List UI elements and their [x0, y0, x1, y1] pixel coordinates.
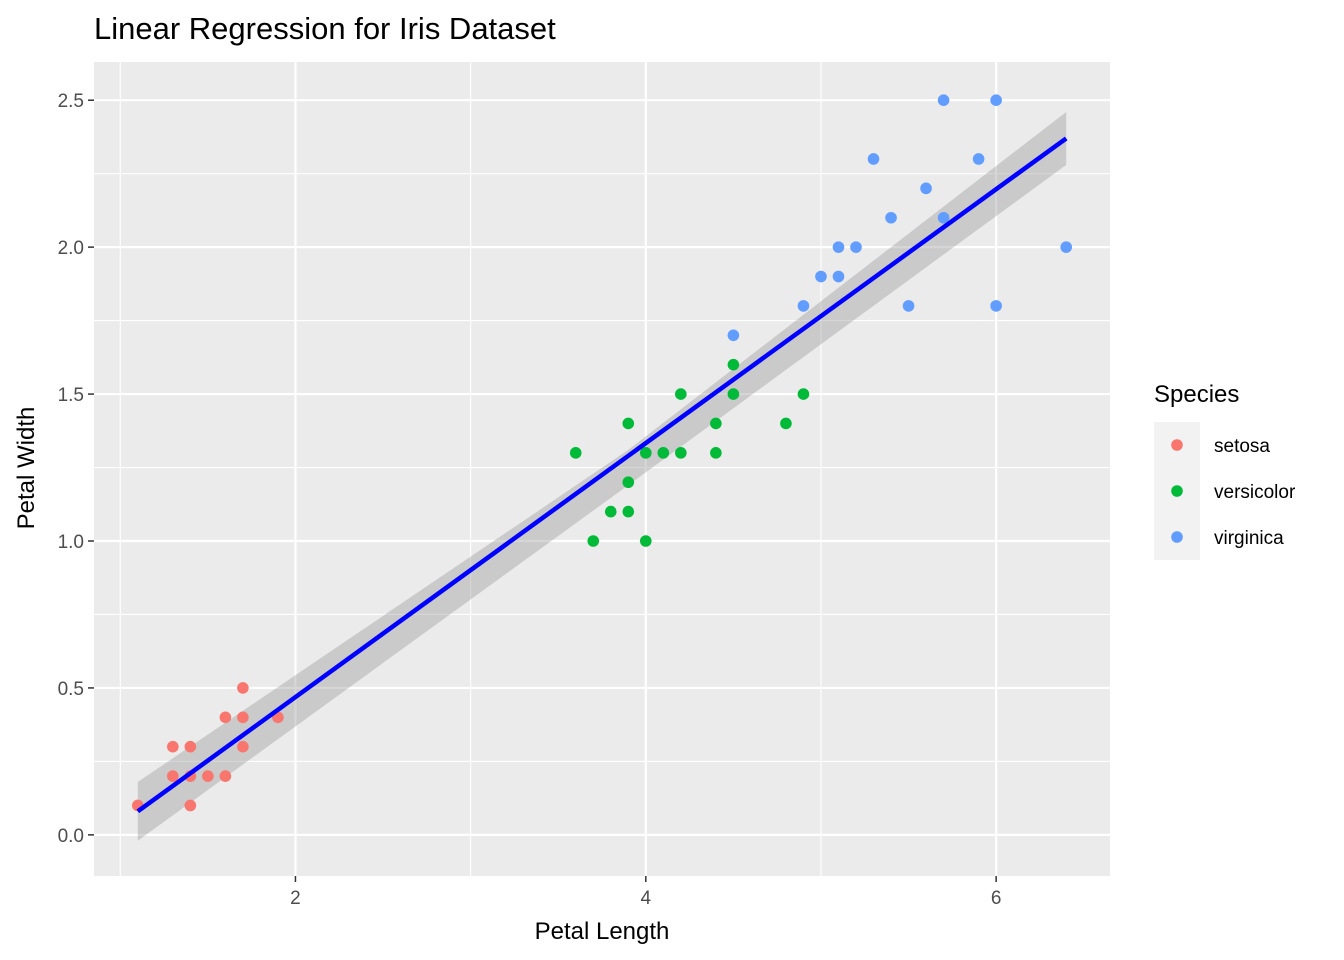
legend-label-versicolor: versicolor: [1214, 482, 1296, 503]
point-virginica: [797, 300, 810, 312]
minor-gridlines: [94, 62, 1110, 876]
point-virginica: [920, 182, 932, 195]
legend-label-virginica: virginica: [1214, 528, 1284, 549]
point-versicolor: [780, 417, 792, 430]
y-tick-label: 2.0: [58, 238, 84, 259]
point-setosa: [202, 770, 214, 782]
point-virginica: [937, 211, 950, 224]
point-setosa: [219, 770, 232, 782]
legend-label-setosa: setosa: [1214, 436, 1270, 457]
legend-key-setosa: [1171, 439, 1183, 451]
chart-title: Linear Regression for Iris Dataset: [94, 11, 556, 46]
y-tick-label: 1.5: [58, 385, 84, 406]
point-versicolor: [569, 447, 582, 459]
legend-title: Species: [1154, 381, 1239, 408]
point-versicolor: [622, 505, 635, 518]
point-virginica: [867, 153, 880, 165]
point-versicolor: [657, 447, 670, 459]
point-virginica: [972, 153, 985, 165]
point-versicolor: [622, 417, 635, 430]
x-axis-title: Petal Length: [535, 918, 670, 945]
point-versicolor: [797, 388, 810, 400]
x-axis-ticks: 2 4 6: [290, 876, 1001, 909]
point-virginica: [885, 211, 897, 224]
data-points: [131, 94, 1073, 812]
point-virginica: [850, 241, 862, 253]
point-versicolor: [604, 505, 617, 518]
point-setosa: [237, 740, 249, 753]
point-setosa: [219, 711, 232, 724]
point-versicolor: [587, 535, 600, 547]
x-tick-label: 4: [641, 888, 652, 909]
legend-key-virginica: [1171, 531, 1183, 543]
point-virginica: [727, 329, 740, 342]
point-versicolor: [727, 388, 740, 400]
point-virginica: [990, 300, 1002, 312]
y-tick-label: 0.5: [58, 679, 84, 700]
point-versicolor: [675, 388, 687, 400]
point-virginica: [815, 270, 827, 283]
x-tick-label: 6: [991, 888, 1002, 909]
y-axis-ticks: 0.0 0.5 1.0 1.5 2.0 2.5: [58, 91, 94, 847]
point-virginica: [990, 94, 1002, 107]
legend-key-versicolor: [1171, 485, 1183, 497]
point-setosa: [167, 770, 179, 782]
regression-line: [136, 136, 1068, 814]
plot-panel: [94, 62, 1110, 876]
point-versicolor: [675, 447, 687, 459]
point-setosa: [184, 799, 197, 812]
point-setosa: [167, 740, 179, 753]
point-virginica: [902, 300, 915, 312]
point-versicolor: [639, 535, 652, 547]
point-versicolor: [622, 476, 635, 489]
point-versicolor: [727, 358, 740, 371]
legend: setosa versicolor virginica: [1154, 422, 1296, 560]
point-setosa: [184, 740, 197, 753]
major-gridlines: [94, 62, 1110, 876]
point-versicolor: [710, 447, 722, 459]
point-virginica: [832, 241, 845, 253]
point-setosa: [237, 711, 249, 724]
point-virginica: [937, 94, 950, 107]
y-tick-label: 1.0: [58, 532, 84, 553]
y-tick-label: 0.0: [58, 826, 84, 847]
y-axis-title: Petal Width: [13, 407, 40, 530]
point-versicolor: [710, 417, 722, 430]
y-tick-label: 2.5: [58, 91, 84, 112]
point-virginica: [1060, 241, 1073, 253]
point-versicolor: [639, 447, 652, 459]
point-setosa: [237, 682, 249, 694]
point-virginica: [832, 270, 845, 283]
x-tick-label: 2: [290, 888, 301, 909]
